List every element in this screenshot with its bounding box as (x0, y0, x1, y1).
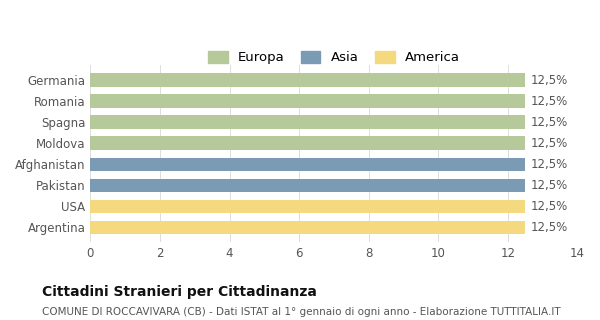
Bar (91, 136, 526, 150)
Text: 12,5%: 12,5% (530, 158, 568, 171)
Bar (91, 157, 526, 171)
Text: 12,5%: 12,5% (530, 116, 568, 129)
Text: Cittadini Stranieri per Cittadinanza: Cittadini Stranieri per Cittadinanza (42, 285, 317, 299)
Text: 12,5%: 12,5% (530, 137, 568, 150)
Text: 12,5%: 12,5% (530, 200, 568, 213)
Bar (91, 94, 526, 108)
Bar (91, 220, 526, 234)
Bar (91, 200, 526, 213)
Bar (91, 73, 526, 87)
Bar (91, 116, 526, 129)
Legend: Europa, Asia, America: Europa, Asia, America (204, 47, 464, 68)
Text: 12,5%: 12,5% (530, 95, 568, 108)
Text: 12,5%: 12,5% (530, 221, 568, 234)
Text: COMUNE DI ROCCAVIVARA (CB) - Dati ISTAT al 1° gennaio di ogni anno - Elaborazion: COMUNE DI ROCCAVIVARA (CB) - Dati ISTAT … (42, 307, 560, 317)
Bar (91, 179, 526, 192)
Text: 12,5%: 12,5% (530, 74, 568, 87)
Text: 12,5%: 12,5% (530, 179, 568, 192)
